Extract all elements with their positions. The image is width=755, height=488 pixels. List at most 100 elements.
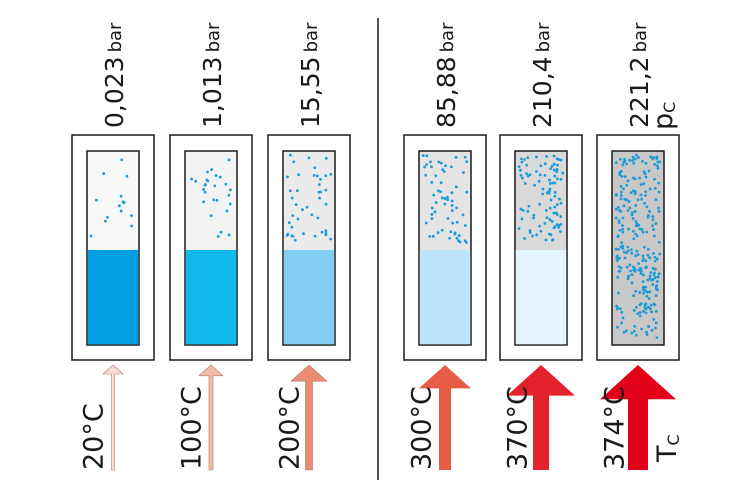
dot [228,188,232,192]
dot [301,208,304,212]
dot [538,224,541,228]
dot [622,204,626,208]
dot [651,215,655,218]
dot [618,307,622,311]
dot [430,206,434,210]
dot [290,234,294,238]
dot [644,311,648,315]
dot [655,284,659,287]
dot [644,190,648,194]
dot [625,329,628,333]
dot [614,207,618,211]
dot [428,235,432,238]
dot [313,166,317,170]
dot [631,217,635,220]
dot [559,158,563,162]
dot [453,231,457,235]
dot [633,192,637,196]
dot [553,205,557,209]
dot [446,198,450,201]
critical-temperature: TC [652,434,683,463]
dot [621,227,624,231]
dot [297,173,301,177]
dot [227,193,231,197]
critical-pressure: pC [648,102,679,130]
dot [634,219,638,223]
dot [553,190,557,194]
dot [628,206,632,210]
dot [653,276,657,279]
dot [653,255,657,259]
dot [329,237,333,241]
dot [544,238,548,242]
arrow [419,365,471,470]
dot [228,202,232,206]
dot [625,265,629,269]
dot [638,291,642,294]
pressure-unit: bar [533,22,554,52]
dot [122,201,126,205]
dot [649,271,653,274]
arrow [290,364,328,471]
dot [617,248,620,251]
dot [654,294,658,298]
dot [633,157,637,161]
dot [210,168,214,171]
dot [630,331,634,335]
dot [628,263,632,267]
dot [618,171,622,175]
dot [638,176,642,180]
dot [523,158,526,161]
pressure-unit: bar [203,22,224,52]
dot [130,224,133,228]
dot [616,235,620,238]
dot [636,198,640,202]
dot [635,234,639,238]
dot [642,291,645,295]
dot [654,287,658,291]
dot [632,229,635,233]
dot [651,218,655,222]
dot [651,224,655,228]
dot [520,217,524,221]
dot [626,277,630,281]
dot [429,160,432,164]
dot [539,164,543,168]
dot [203,190,207,194]
dot [652,252,655,255]
dot [312,173,316,177]
dot [555,203,559,206]
dot [651,266,655,270]
dot [526,209,530,213]
dot [653,303,657,307]
dot [287,221,291,225]
dot [324,229,328,233]
dot [446,195,449,199]
temperature-label: 200°C [275,386,306,470]
dot [615,325,619,329]
dot [646,253,650,257]
dot [561,171,565,175]
dot [648,274,652,278]
temperature-label: 370°C [503,386,534,470]
dot [544,208,548,212]
dot [630,281,634,285]
dot [302,232,305,236]
dot [520,160,524,164]
dot [553,194,557,198]
dot [616,306,620,310]
dot [454,155,458,159]
dot [657,209,661,213]
dot [549,233,553,237]
dot [528,173,532,177]
dot [305,205,309,209]
dot [313,234,317,238]
pressure-label: 0,023 bar [100,22,129,128]
dot [527,204,531,208]
dot [443,164,447,168]
liquid [419,250,471,345]
dot [638,267,642,270]
dot [528,231,532,234]
dot [440,228,444,232]
dot [431,234,435,238]
